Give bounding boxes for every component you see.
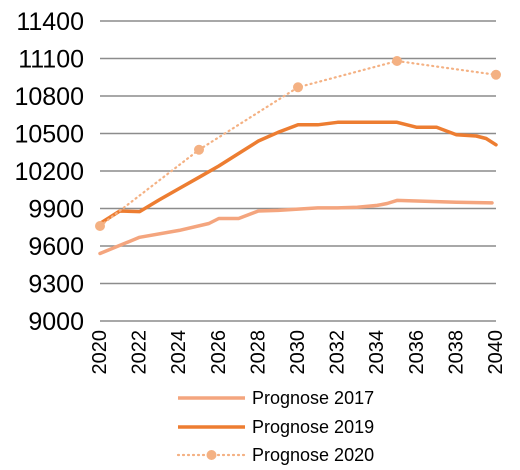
y-tick-label: 11100 <box>18 46 84 74</box>
x-tick-label: 2030 <box>287 330 309 375</box>
x-tick-label: 2028 <box>247 330 269 375</box>
legend-label-1: Prognose 2017 <box>252 388 374 408</box>
data-point-marker <box>392 56 402 66</box>
legend-label-2: Prognose 2019 <box>252 417 374 437</box>
x-tick-label: 2022 <box>129 330 151 375</box>
legend: Prognose 2017 Prognose 2019 Prognose 2020 <box>176 388 374 465</box>
y-axis-ticks: 11400 11100 10800 10500 10200 9900 9600 9300 900… <box>14 8 84 336</box>
series-line-2 <box>98 120 498 226</box>
data-point-marker <box>95 221 105 231</box>
x-tick-label: 2038 <box>445 330 467 375</box>
data-point-marker <box>194 144 204 155</box>
data-point-marker <box>491 69 501 80</box>
x-tick-label: 2032 <box>327 330 349 375</box>
legend-label-3: Prognose 2020 <box>252 445 374 465</box>
x-tick-label: 2036 <box>406 330 428 375</box>
y-tick-label: 10200 <box>14 158 84 186</box>
y-tick-label: 9600 <box>28 233 84 261</box>
y-tick-label: 9000 <box>28 308 84 336</box>
x-axis-ticks: 2020 2022 2024 2026 2028 2030 2032 2034 2036 2038… <box>89 330 507 375</box>
data-point-marker <box>293 82 303 93</box>
x-tick-label: 2020 <box>89 330 111 375</box>
x-tick-label: 2026 <box>208 330 230 375</box>
x-tick-label: 2040 <box>485 330 507 375</box>
y-tick-label: 10800 <box>14 83 84 111</box>
series-lines <box>95 56 501 256</box>
x-tick-label: 2034 <box>366 330 388 375</box>
legend-marker <box>206 450 217 460</box>
y-tick-label: 9300 <box>28 271 84 299</box>
y-tick-label: 9900 <box>28 196 84 224</box>
series-line-1 <box>98 198 494 256</box>
x-tick-label: 2024 <box>168 330 190 375</box>
y-tick-label: 10500 <box>14 121 84 149</box>
y-tick-label: 11400 <box>16 8 84 36</box>
